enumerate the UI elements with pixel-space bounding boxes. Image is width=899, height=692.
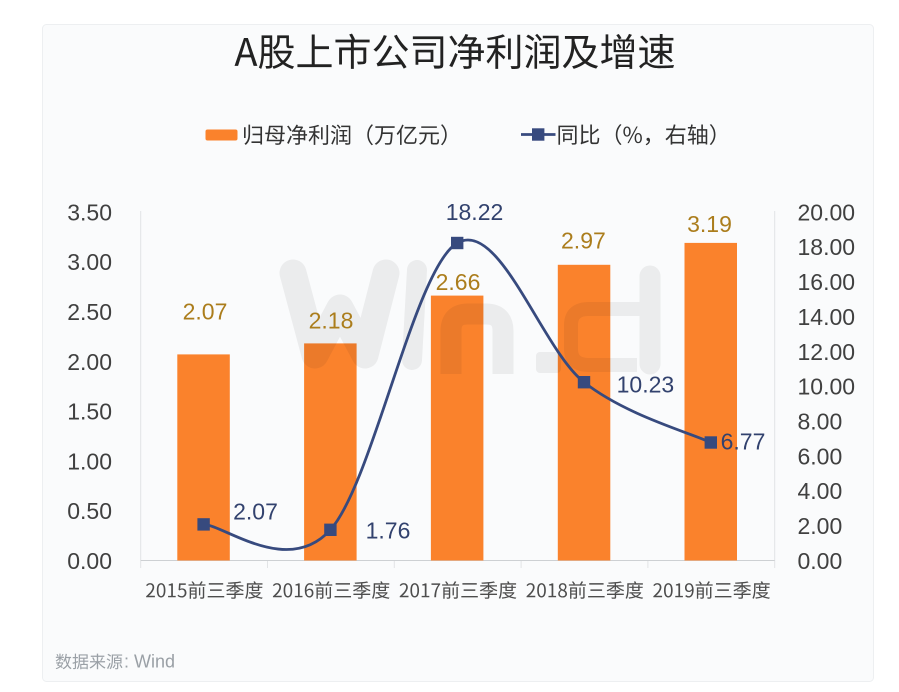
svg-text:4.00: 4.00 bbox=[798, 478, 843, 504]
svg-text:1.76: 1.76 bbox=[366, 517, 411, 543]
svg-text:16.00: 16.00 bbox=[798, 269, 856, 295]
svg-text:2.97: 2.97 bbox=[561, 228, 606, 254]
svg-text:2.66: 2.66 bbox=[436, 269, 481, 295]
svg-text:1.50: 1.50 bbox=[67, 399, 112, 425]
svg-text:10.00: 10.00 bbox=[798, 374, 856, 400]
svg-text:10.23: 10.23 bbox=[617, 371, 675, 397]
svg-text:3.19: 3.19 bbox=[687, 211, 732, 237]
svg-text:0.50: 0.50 bbox=[67, 498, 112, 524]
svg-text:2.00: 2.00 bbox=[67, 349, 112, 375]
svg-text:0.00: 0.00 bbox=[798, 548, 843, 574]
svg-text:8.00: 8.00 bbox=[798, 409, 843, 435]
svg-text:18.22: 18.22 bbox=[446, 199, 504, 225]
svg-text:18.00: 18.00 bbox=[798, 234, 856, 260]
svg-text:: Wind: : Wind bbox=[124, 652, 175, 672]
svg-text:1.00: 1.00 bbox=[67, 448, 112, 474]
svg-text:6.00: 6.00 bbox=[798, 443, 843, 469]
svg-text:20.00: 20.00 bbox=[798, 199, 856, 225]
svg-text:2.18: 2.18 bbox=[309, 307, 354, 333]
svg-text:3.50: 3.50 bbox=[67, 199, 112, 225]
svg-text:3.00: 3.00 bbox=[67, 249, 112, 275]
svg-text:6.77: 6.77 bbox=[721, 428, 766, 454]
svg-text:2.00: 2.00 bbox=[798, 513, 843, 539]
svg-text:12.00: 12.00 bbox=[798, 339, 856, 365]
svg-text:2.07: 2.07 bbox=[233, 498, 278, 524]
svg-text:2.50: 2.50 bbox=[67, 299, 112, 325]
svg-text:0.00: 0.00 bbox=[67, 548, 112, 574]
svg-text:14.00: 14.00 bbox=[798, 304, 856, 330]
svg-text:2.07: 2.07 bbox=[183, 298, 228, 324]
